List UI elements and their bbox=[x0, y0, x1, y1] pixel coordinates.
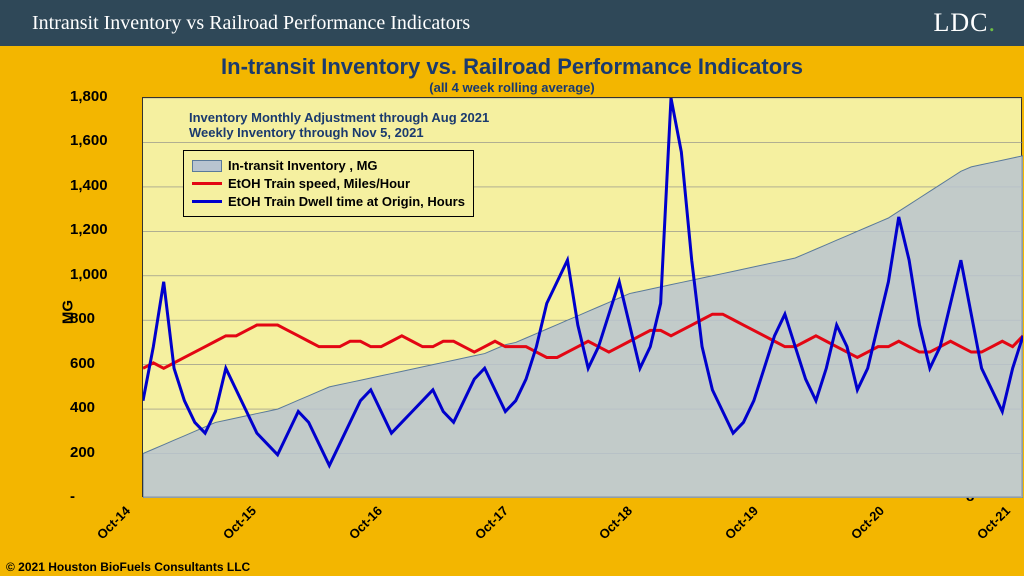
legend-item-speed: EtOH Train speed, Miles/Hour bbox=[192, 176, 465, 191]
chart-container: In-transit Inventory vs. Railroad Perfor… bbox=[0, 46, 1024, 576]
slide: Intransit Inventory vs Railroad Performa… bbox=[0, 0, 1024, 576]
legend-item-inventory: In-transit Inventory , MG bbox=[192, 158, 465, 173]
copyright: © 2021 Houston BioFuels Consultants LLC bbox=[6, 560, 250, 574]
note-line-1: Inventory Monthly Adjustment through Aug… bbox=[189, 110, 489, 125]
header-bar: Intransit Inventory vs Railroad Performa… bbox=[0, 0, 1024, 46]
x-tick: Oct-19 bbox=[722, 503, 761, 542]
logo-dot: . bbox=[989, 8, 997, 37]
x-tick: Oct-15 bbox=[220, 503, 259, 542]
plot-outer: MG Hours, Miles/Hour -2004006008001,0001… bbox=[8, 97, 1016, 527]
legend: In-transit Inventory , MG EtOH Train spe… bbox=[183, 150, 474, 217]
legend-label-speed: EtOH Train speed, Miles/Hour bbox=[228, 176, 410, 191]
chart-title: In-transit Inventory vs. Railroad Perfor… bbox=[8, 54, 1016, 80]
legend-label-inventory: In-transit Inventory , MG bbox=[228, 158, 378, 173]
legend-label-dwell: EtOH Train Dwell time at Origin, Hours bbox=[228, 194, 465, 209]
legend-item-dwell: EtOH Train Dwell time at Origin, Hours bbox=[192, 194, 465, 209]
note-line-2: Weekly Inventory through Nov 5, 2021 bbox=[189, 125, 489, 140]
x-tick: Oct-14 bbox=[94, 503, 133, 542]
x-tick: Oct-17 bbox=[471, 503, 510, 542]
legend-swatch-speed bbox=[192, 182, 222, 185]
header-title: Intransit Inventory vs Railroad Performa… bbox=[32, 12, 470, 35]
legend-swatch-inventory bbox=[192, 160, 222, 172]
x-tick: Oct-20 bbox=[848, 503, 887, 542]
logo-text: LDC bbox=[934, 8, 989, 37]
logo: LDC. bbox=[934, 8, 997, 38]
plot-area: Inventory Monthly Adjustment through Aug… bbox=[142, 97, 1022, 497]
x-tick: Oct-21 bbox=[974, 503, 1013, 542]
x-tick: Oct-18 bbox=[596, 503, 635, 542]
chart-subtitle: (all 4 week rolling average) bbox=[8, 80, 1016, 95]
legend-swatch-dwell bbox=[192, 200, 222, 203]
note-box: Inventory Monthly Adjustment through Aug… bbox=[183, 108, 495, 142]
x-tick: Oct-16 bbox=[346, 503, 385, 542]
